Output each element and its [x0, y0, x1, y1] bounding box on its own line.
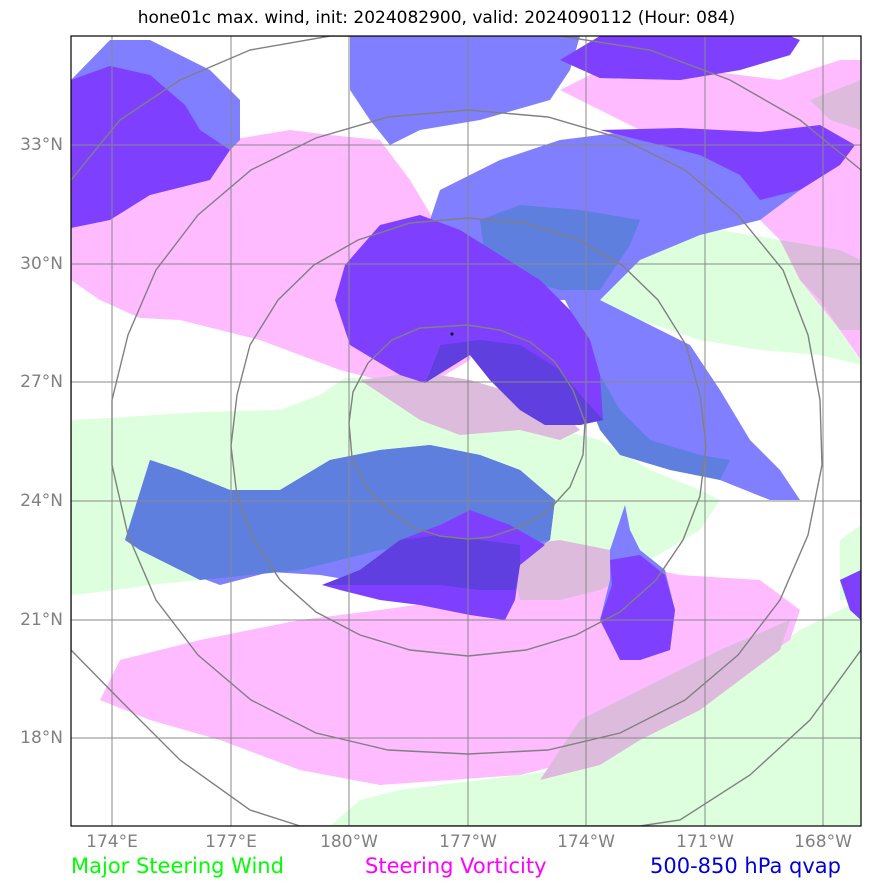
lat-label-33n: 33°N — [20, 135, 63, 155]
lon-label-177w: 177°W — [439, 832, 497, 852]
lat-label-24n: 24°N — [20, 491, 63, 511]
range-ring-1 — [348, 324, 586, 540]
map-title: hone01c max. wind, init: 2024082900, val… — [137, 8, 736, 28]
grid-lines — [71, 36, 861, 826]
range-ring-4 — [71, 36, 861, 826]
overlap-field — [360, 80, 861, 780]
lon-label-168w: 168°W — [794, 832, 852, 852]
lat-label-27n: 27°N — [20, 372, 63, 392]
range-ring-2 — [230, 217, 707, 657]
lon-label-180w: 180°W — [320, 832, 378, 852]
legend-steering-vorticity: Steering Vorticity — [365, 854, 547, 878]
legend-qvap: 500-850 hPa qvap — [650, 854, 841, 878]
lat-label-18n: 18°N — [20, 728, 63, 748]
lon-label-171w: 171°W — [676, 832, 734, 852]
lat-label-30n: 30°N — [20, 254, 63, 274]
lat-label-21n: 21°N — [20, 610, 63, 630]
plot-frame — [70, 35, 862, 827]
range-ring-3 — [111, 109, 823, 755]
lon-label-174e: 174°E — [86, 832, 138, 852]
storm-center-marker — [450, 332, 454, 336]
lon-label-177e: 177°E — [205, 832, 257, 852]
range-rings — [71, 36, 861, 826]
lon-label-174w: 174°W — [557, 832, 615, 852]
legend-steering-wind: Major Steering Wind — [71, 854, 284, 878]
